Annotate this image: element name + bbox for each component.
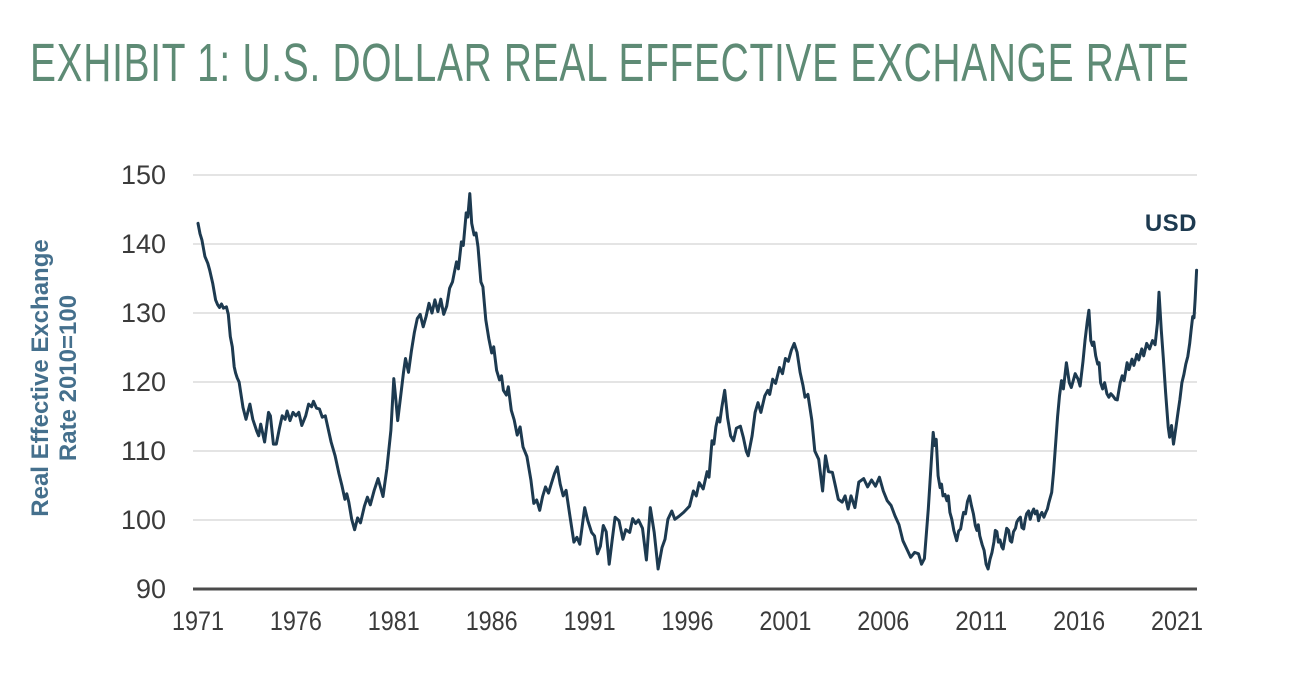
series-line-usd <box>196 192 1199 571</box>
y-tick-label-130: 130 <box>121 298 166 328</box>
x-tick-label-1971: 1971 <box>172 606 224 636</box>
x-tick-label-1976: 1976 <box>270 606 322 636</box>
y-tick-label-150: 150 <box>121 160 166 190</box>
x-tick-label-2006: 2006 <box>857 606 909 636</box>
y-tick-label-120: 120 <box>121 367 166 397</box>
x-tick-label-1996: 1996 <box>662 606 714 636</box>
y-tick-label-100: 100 <box>121 505 166 535</box>
y-tick-label-110: 110 <box>121 436 166 466</box>
x-tick-label-1981: 1981 <box>368 606 420 636</box>
x-tick-label-2001: 2001 <box>759 606 811 636</box>
x-tick-label-2021: 2021 <box>1151 606 1203 636</box>
y-axis-title: Real Effective Exchange Rate 2010=100 <box>27 218 85 538</box>
page-title: EXHIBIT 1: U.S. DOLLAR REAL EFFECTIVE EX… <box>30 33 1190 93</box>
y-axis-title-line1: Real Effective Exchange <box>27 239 54 517</box>
x-tick-label-2011: 2011 <box>955 606 1007 636</box>
x-tick-label-2016: 2016 <box>1053 606 1105 636</box>
x-tick-label-1991: 1991 <box>564 606 616 636</box>
y-axis-title-line2: Rate 2010=100 <box>55 294 82 462</box>
x-tick-label-1986: 1986 <box>466 606 518 636</box>
y-tick-label-90: 90 <box>136 574 166 604</box>
usd-series-line <box>196 192 1199 571</box>
y-tick-label-140: 140 <box>121 229 166 259</box>
series-label-usd: USD <box>1145 210 1197 237</box>
gridlines <box>193 174 1197 591</box>
